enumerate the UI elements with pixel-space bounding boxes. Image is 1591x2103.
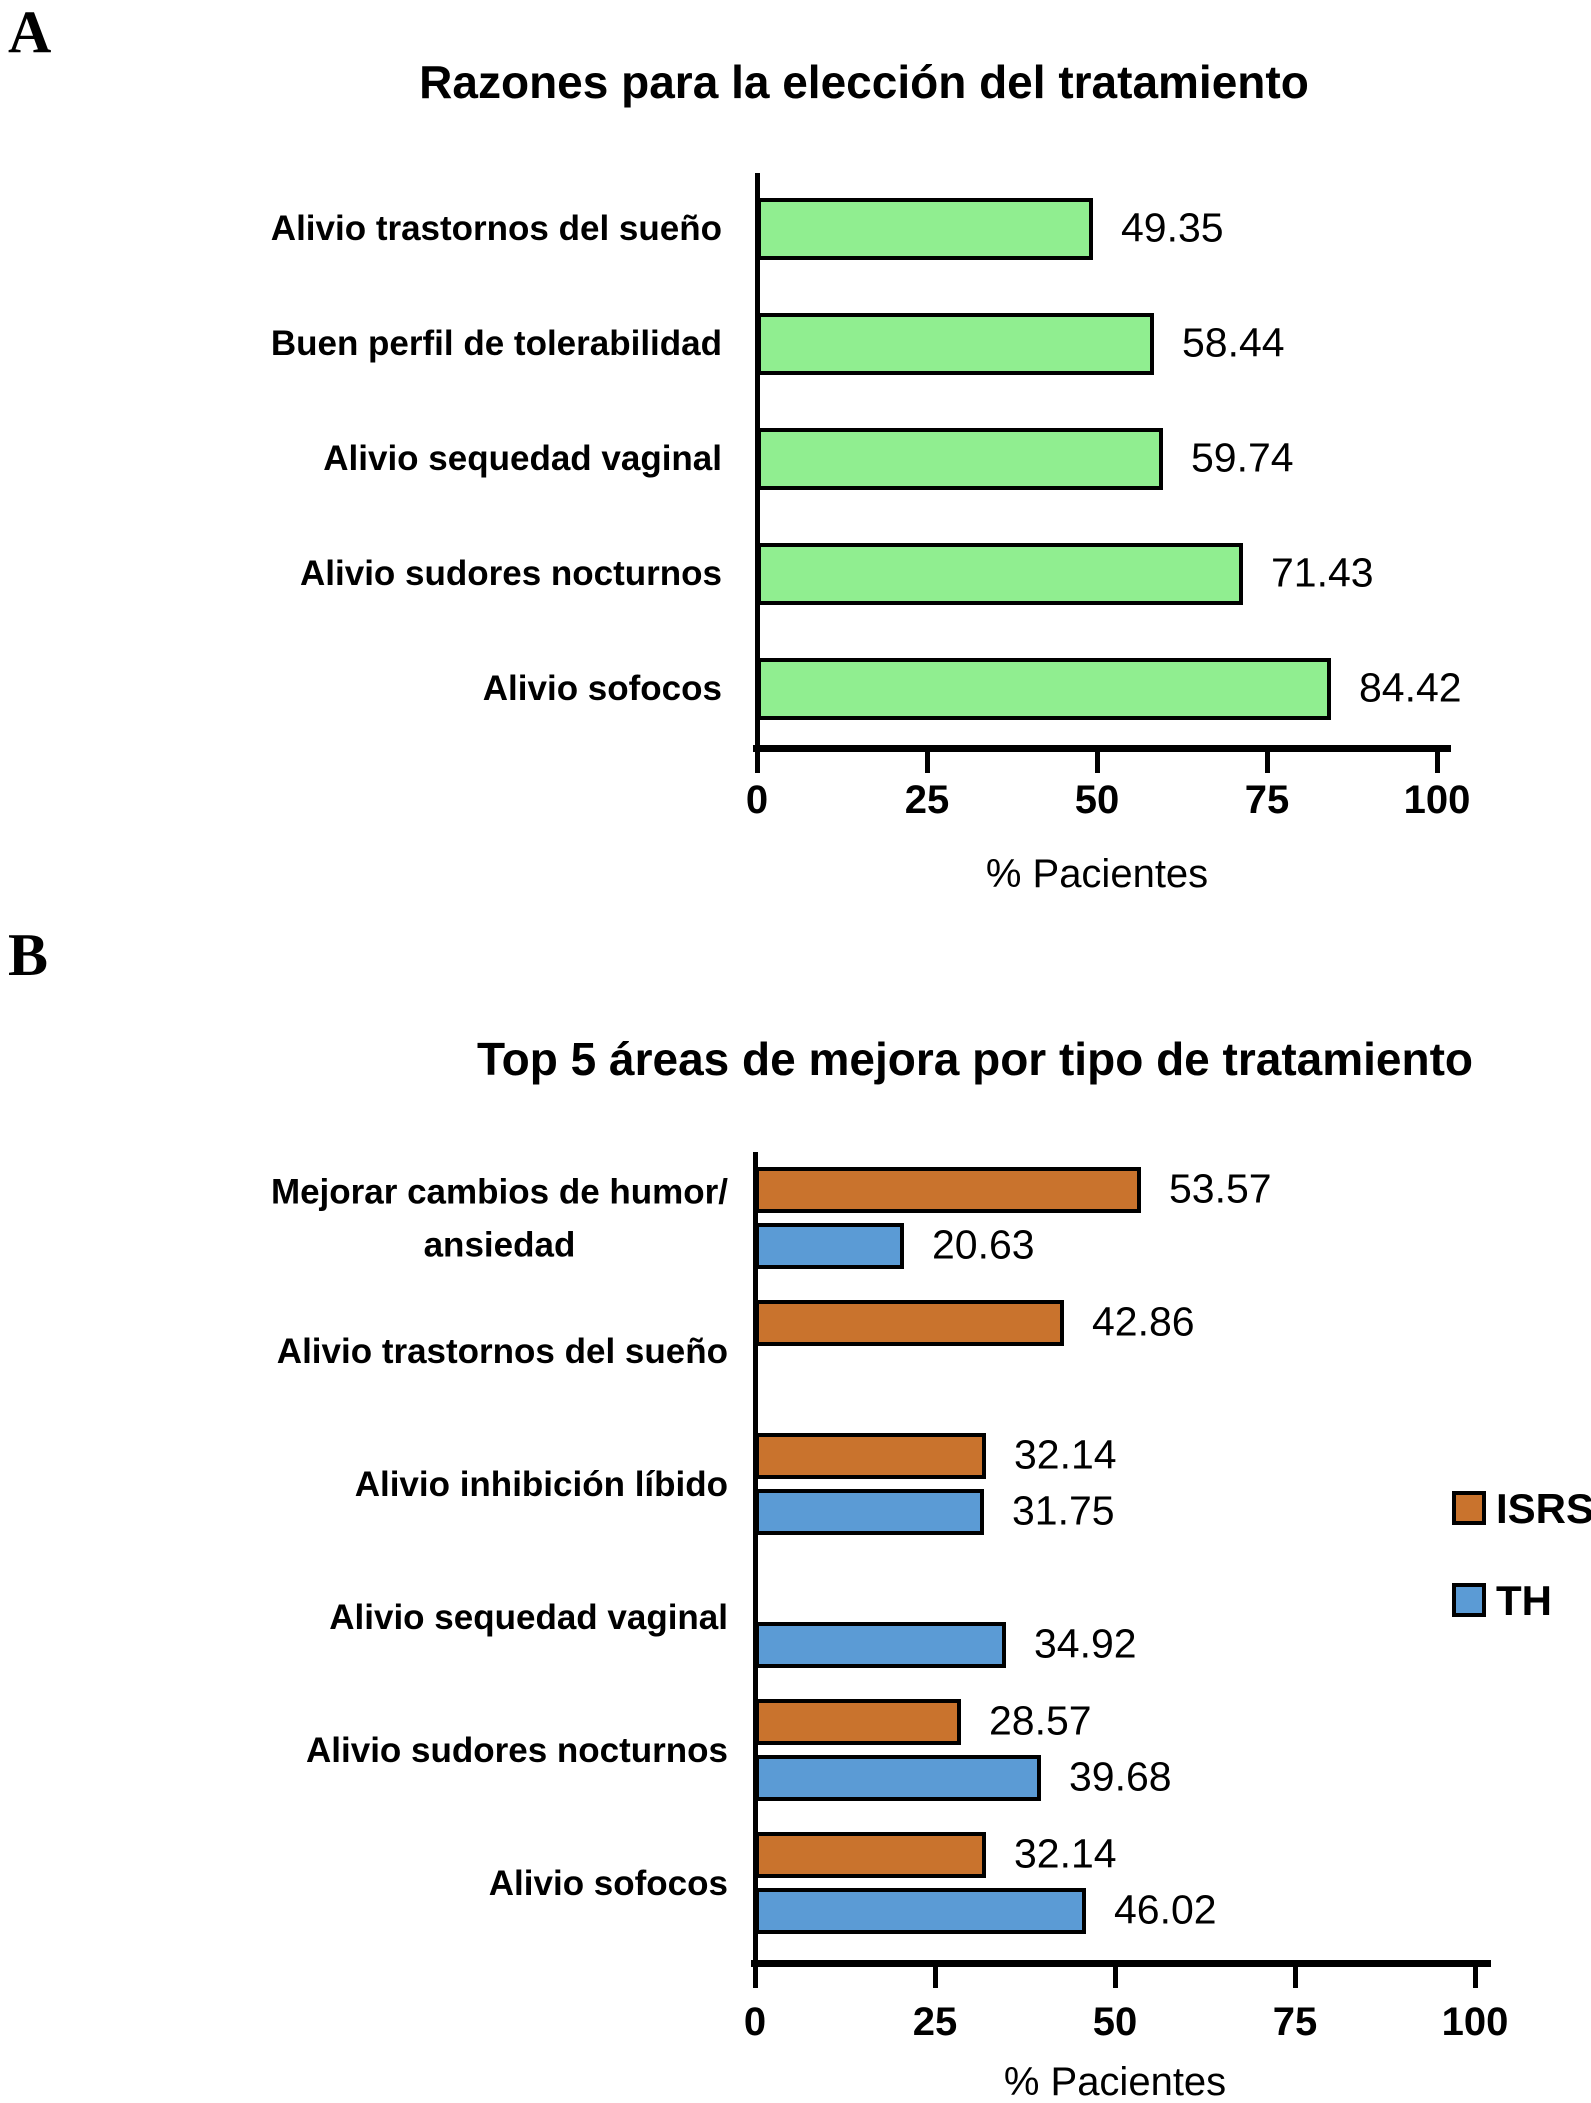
x-axis-title: % Pacientes [985,852,1209,896]
bar [755,1622,1006,1668]
bar-value-label: 32.14 [1014,1830,1117,1877]
category-label: Alivio sudores nocturnos [306,1725,728,1778]
bar [755,1167,1141,1213]
bar-value-label: 46.02 [1114,1886,1217,1933]
category-label: Alivio trastornos del sueño [277,1326,728,1379]
x-axis-tick [1473,1967,1478,1988]
x-tick-label: 50 [1092,2000,1138,2044]
legend-label-th: TH [1496,1577,1552,1624]
x-axis-tick [1095,752,1100,773]
bar-value-label: 32.14 [1014,1431,1117,1478]
category-label: Mejorar cambios de humor/ansiedad [271,1167,728,1272]
x-axis-tick [1435,752,1440,773]
category-label-line: Alivio trastornos del sueño [270,208,722,248]
bar [757,428,1163,490]
bar-value-label: 20.63 [932,1221,1035,1268]
y-axis-line [753,1152,758,1969]
panel-a-title: Razones para la elección del tratamiento [419,56,1309,108]
x-axis-title: % Pacientes [1003,2060,1227,2103]
bar [757,313,1154,375]
x-tick-label: 25 [912,2000,958,2044]
category-label-line: Alivio sequedad vaginal [323,438,722,478]
category-label-line: Mejorar cambios de humor/ [270,1172,728,1212]
bar [757,543,1243,605]
legend-swatch-isrs-icon [1452,1491,1486,1525]
bar-value-label: 53.57 [1169,1165,1272,1212]
panel-b-title: Top 5 áreas de mejora por tipo de tratam… [476,1033,1474,1085]
x-tick-label: 100 [1403,778,1471,822]
x-axis-line [751,1960,1491,1967]
category-label-line: Alivio sudores nocturnos [300,553,722,593]
x-axis-tick [1113,1967,1118,1988]
bar [755,1888,1086,1934]
x-tick-label: 75 [1244,778,1290,822]
x-axis-tick [753,1967,758,1988]
category-label-line: Alivio trastornos del sueño [276,1331,728,1371]
category-label-line: Buen perfil de tolerabilidad [270,323,722,363]
legend-label-isrs: ISRS [1496,1485,1591,1532]
x-tick-label: 50 [1074,778,1120,822]
x-axis-tick [1293,1967,1298,1988]
bar-value-label: 39.68 [1069,1753,1172,1800]
bar [757,658,1331,720]
category-label: Alivio sequedad vaginal [323,433,722,486]
x-axis-tick [933,1967,938,1988]
bar-value-label: 28.57 [989,1697,1092,1744]
category-label: Alivio sofocos [489,1858,728,1911]
category-label: Alivio sofocos [483,663,722,716]
x-axis-tick [925,752,930,773]
x-axis-tick [755,752,760,773]
x-axis-line [753,745,1451,752]
category-label: Alivio trastornos del sueño [271,203,722,256]
bar-value-label: 59.74 [1191,434,1294,481]
panel-a-letter: A [8,0,52,65]
bar-value-label: 71.43 [1271,549,1374,596]
category-label: Alivio sequedad vaginal [329,1592,728,1645]
bar [757,198,1093,260]
category-label-line: Alivio inhibición líbido [354,1464,728,1504]
bar [755,1832,986,1878]
bar [755,1489,984,1535]
panel-b-letter: B [8,922,49,988]
x-tick-label: 75 [1272,2000,1318,2044]
bar-value-label: 42.86 [1092,1298,1195,1345]
category-label: Buen perfil de tolerabilidad [271,318,722,371]
bar [755,1300,1064,1346]
bar [755,1223,904,1269]
bar [755,1755,1041,1801]
x-tick-label: 25 [904,778,950,822]
bar-value-label: 49.35 [1121,204,1224,251]
bar-value-label: 84.42 [1359,664,1462,711]
x-tick-label: 0 [745,778,769,822]
category-label-line: Alivio sofocos [482,668,722,708]
category-label-line: Alivio sudores nocturnos [306,1730,728,1770]
bar-value-label: 34.92 [1034,1620,1137,1667]
bar [755,1433,986,1479]
x-tick-label: 100 [1441,2000,1509,2044]
bar-value-label: 31.75 [1012,1487,1115,1534]
legend-swatch-th-icon [1452,1583,1486,1617]
bar-value-label: 58.44 [1182,319,1285,366]
category-label-line: Alivio sofocos [488,1863,728,1903]
bar [755,1699,961,1745]
y-axis-line [755,173,760,751]
x-axis-tick [1265,752,1270,773]
category-label-line: Alivio sequedad vaginal [329,1597,728,1637]
category-label-line: ansiedad [423,1225,576,1264]
x-tick-label: 0 [743,2000,767,2044]
category-label: Alivio inhibición líbido [355,1459,728,1512]
category-label: Alivio sudores nocturnos [300,548,722,601]
